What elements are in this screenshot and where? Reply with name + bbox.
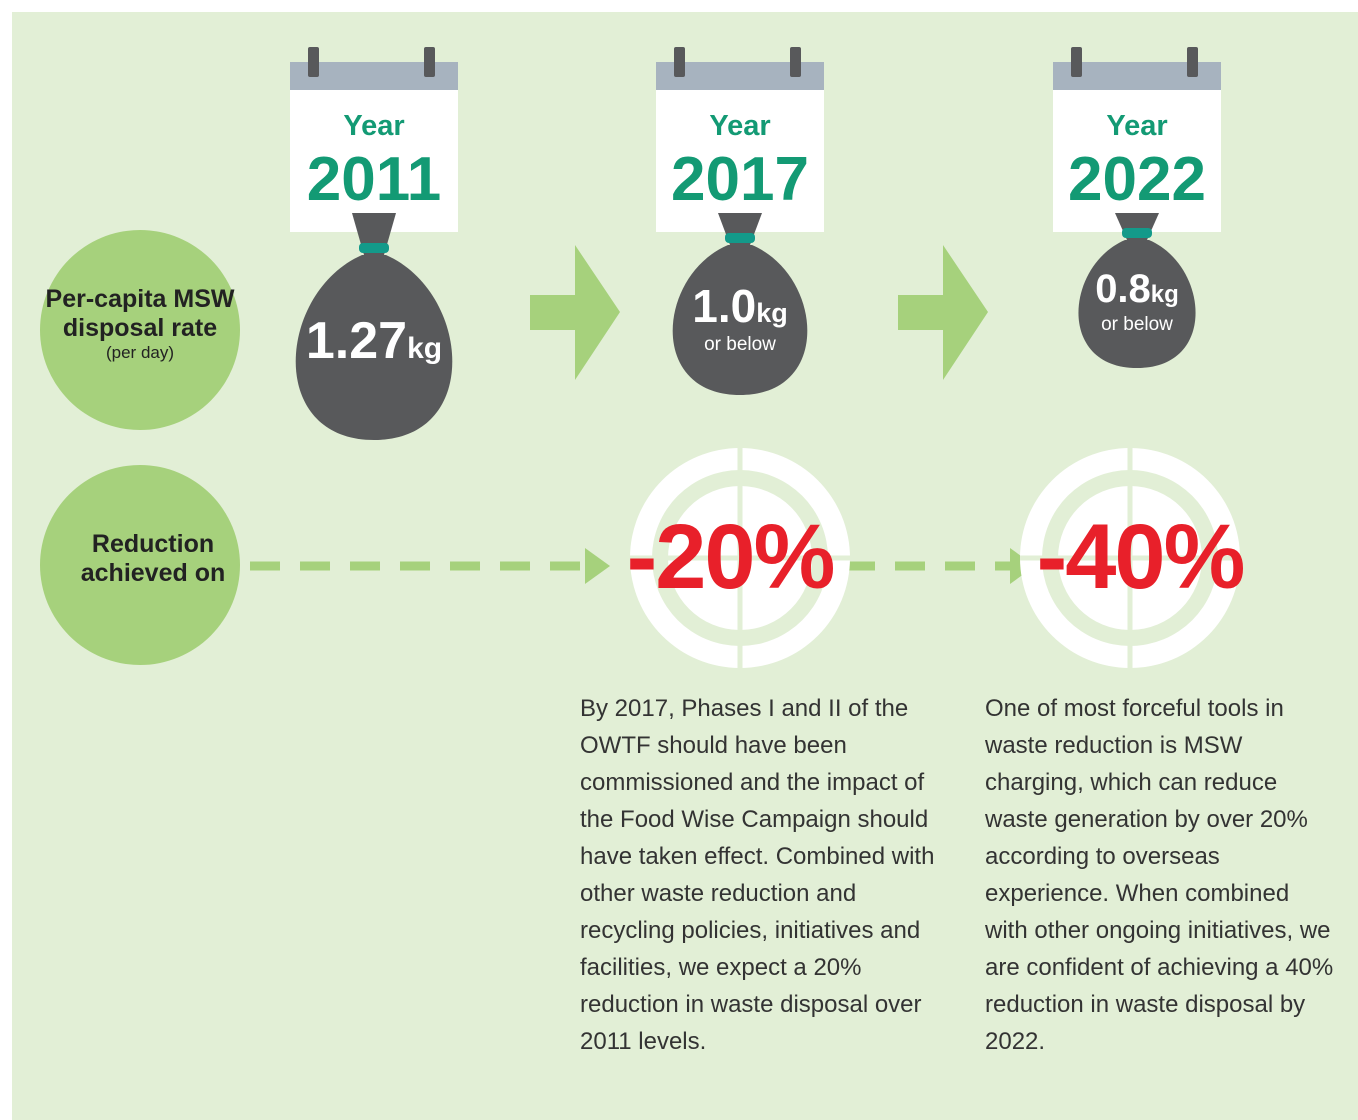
year-value: 2011 xyxy=(307,145,442,214)
arrow-head xyxy=(585,548,610,584)
bag-tie xyxy=(1122,228,1152,238)
amount-unit: kg xyxy=(1151,281,1179,308)
calendar-body xyxy=(656,90,824,232)
calendar-body xyxy=(1053,90,1221,232)
amount-value: 1.0 xyxy=(692,280,756,332)
arrow xyxy=(898,245,988,380)
target-value: -40% xyxy=(1037,506,1244,608)
bag-tie xyxy=(359,243,389,253)
row-circle xyxy=(40,230,240,430)
calendar-peg xyxy=(424,47,435,77)
bag-tie xyxy=(725,233,755,243)
bag-body xyxy=(1078,240,1196,368)
row-title: Per-capita MSW disposal rate xyxy=(45,285,235,342)
arrow xyxy=(530,245,620,380)
year-label: Year xyxy=(343,110,404,142)
year-label: Year xyxy=(709,110,770,142)
row-circle xyxy=(40,465,240,665)
bag-amount: 1.0kg xyxy=(692,280,787,332)
bag-body xyxy=(295,255,453,440)
row-label: Reduction achieved on xyxy=(68,530,238,588)
calendar-peg xyxy=(1071,47,1082,77)
bag-amount: 0.8kg xyxy=(1095,267,1179,311)
note-paragraph: By 2017, Phases I and II of the OWTF sho… xyxy=(580,695,935,1055)
target-value: -20% xyxy=(627,506,834,608)
row-note: (per day) xyxy=(105,343,175,362)
row-title: Reduction achieved on xyxy=(80,530,226,587)
amount-qualifier: or below xyxy=(704,334,776,355)
calendar-peg xyxy=(1187,47,1198,77)
amount-value: 1.27 xyxy=(306,312,407,370)
amount-unit: kg xyxy=(407,332,442,365)
bag-amount: 1.27kg xyxy=(306,312,442,370)
calendar-peg xyxy=(308,47,319,77)
year-value: 2022 xyxy=(1068,145,1206,214)
note-paragraph: One of most forceful tools in waste redu… xyxy=(985,695,1334,1055)
amount-unit: kg xyxy=(756,298,788,328)
year-label: Year xyxy=(1106,110,1167,142)
calendar-peg xyxy=(674,47,685,77)
row-label: Per-capita MSW disposal rate (per day) xyxy=(40,285,240,363)
amount-value: 0.8 xyxy=(1095,267,1151,311)
year-value: 2017 xyxy=(671,145,809,214)
amount-qualifier: or below xyxy=(1101,314,1173,335)
calendar-body xyxy=(290,90,458,232)
calendar-peg xyxy=(790,47,801,77)
bag-body xyxy=(672,245,808,395)
